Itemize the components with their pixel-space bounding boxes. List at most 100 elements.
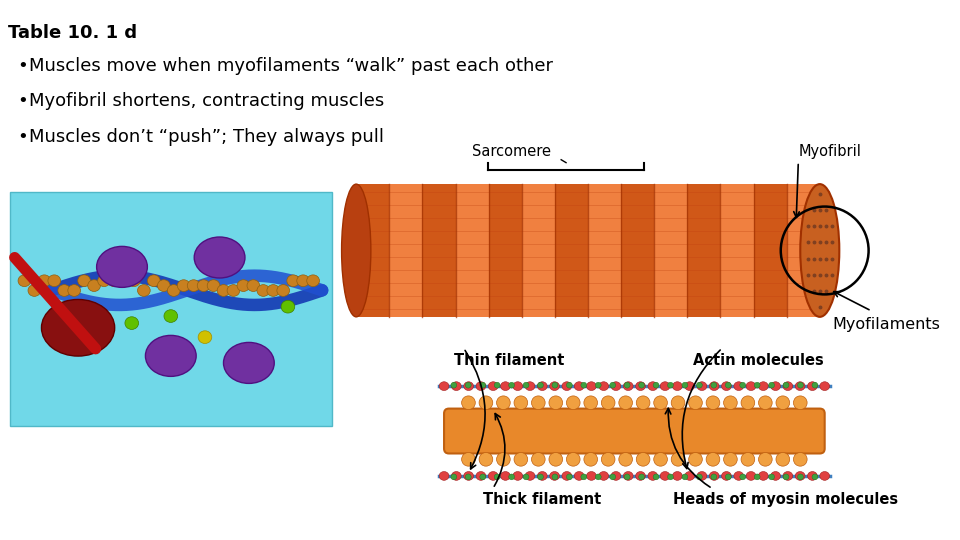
FancyBboxPatch shape bbox=[654, 184, 687, 317]
Ellipse shape bbox=[610, 382, 615, 388]
Ellipse shape bbox=[776, 396, 790, 409]
Ellipse shape bbox=[439, 382, 449, 390]
Ellipse shape bbox=[217, 285, 229, 296]
Ellipse shape bbox=[480, 382, 486, 388]
Ellipse shape bbox=[496, 453, 510, 466]
Ellipse shape bbox=[550, 471, 560, 480]
Ellipse shape bbox=[523, 382, 529, 388]
Ellipse shape bbox=[584, 396, 597, 409]
Ellipse shape bbox=[479, 396, 492, 409]
Ellipse shape bbox=[741, 453, 755, 466]
Ellipse shape bbox=[697, 382, 707, 390]
Ellipse shape bbox=[464, 471, 473, 480]
Ellipse shape bbox=[672, 382, 683, 390]
Ellipse shape bbox=[648, 382, 658, 390]
Ellipse shape bbox=[552, 382, 558, 388]
Ellipse shape bbox=[509, 474, 515, 480]
Ellipse shape bbox=[58, 285, 71, 296]
Ellipse shape bbox=[509, 382, 515, 388]
Text: Muscles move when myofilaments “walk” past each other: Muscles move when myofilaments “walk” pa… bbox=[29, 57, 553, 75]
Ellipse shape bbox=[48, 275, 60, 287]
Ellipse shape bbox=[758, 396, 772, 409]
Ellipse shape bbox=[41, 300, 114, 356]
Ellipse shape bbox=[707, 396, 720, 409]
Ellipse shape bbox=[595, 474, 601, 480]
Ellipse shape bbox=[707, 453, 720, 466]
Text: Actin molecules: Actin molecules bbox=[693, 353, 824, 368]
Ellipse shape bbox=[684, 382, 694, 390]
Ellipse shape bbox=[164, 310, 178, 322]
Ellipse shape bbox=[257, 285, 270, 296]
Ellipse shape bbox=[462, 396, 475, 409]
Text: Sarcomere: Sarcomere bbox=[472, 144, 551, 159]
Ellipse shape bbox=[525, 471, 535, 480]
Ellipse shape bbox=[125, 317, 138, 329]
Ellipse shape bbox=[636, 453, 650, 466]
Ellipse shape bbox=[523, 474, 529, 480]
Ellipse shape bbox=[237, 280, 250, 292]
Ellipse shape bbox=[167, 285, 180, 296]
Ellipse shape bbox=[97, 246, 148, 287]
Ellipse shape bbox=[439, 471, 449, 480]
Ellipse shape bbox=[726, 382, 732, 388]
FancyBboxPatch shape bbox=[720, 184, 754, 317]
Ellipse shape bbox=[538, 382, 547, 390]
Ellipse shape bbox=[771, 382, 780, 390]
Ellipse shape bbox=[587, 382, 596, 390]
Ellipse shape bbox=[574, 471, 584, 480]
Ellipse shape bbox=[198, 331, 212, 343]
Ellipse shape bbox=[108, 275, 120, 287]
Ellipse shape bbox=[776, 453, 790, 466]
FancyBboxPatch shape bbox=[588, 184, 621, 317]
Text: Myofilaments: Myofilaments bbox=[832, 317, 941, 332]
Ellipse shape bbox=[464, 382, 473, 390]
Ellipse shape bbox=[562, 382, 572, 390]
Ellipse shape bbox=[228, 285, 240, 296]
Ellipse shape bbox=[178, 280, 190, 292]
FancyBboxPatch shape bbox=[444, 409, 825, 454]
Ellipse shape bbox=[769, 474, 775, 480]
Ellipse shape bbox=[500, 471, 511, 480]
Ellipse shape bbox=[812, 382, 818, 388]
Ellipse shape bbox=[532, 453, 545, 466]
Ellipse shape bbox=[128, 275, 140, 287]
Ellipse shape bbox=[342, 184, 371, 317]
Ellipse shape bbox=[451, 471, 461, 480]
Ellipse shape bbox=[197, 280, 210, 292]
Ellipse shape bbox=[28, 285, 40, 296]
Ellipse shape bbox=[466, 382, 471, 388]
Ellipse shape bbox=[672, 471, 683, 480]
Ellipse shape bbox=[697, 471, 707, 480]
Ellipse shape bbox=[801, 184, 839, 317]
Ellipse shape bbox=[581, 474, 587, 480]
Ellipse shape bbox=[660, 471, 670, 480]
Ellipse shape bbox=[494, 382, 500, 388]
Ellipse shape bbox=[500, 382, 511, 390]
Ellipse shape bbox=[653, 382, 659, 388]
Ellipse shape bbox=[654, 453, 667, 466]
Ellipse shape bbox=[587, 471, 596, 480]
Ellipse shape bbox=[549, 396, 563, 409]
Ellipse shape bbox=[538, 474, 543, 480]
Ellipse shape bbox=[187, 280, 200, 292]
Ellipse shape bbox=[740, 474, 746, 480]
Ellipse shape bbox=[118, 275, 131, 287]
FancyBboxPatch shape bbox=[390, 184, 422, 317]
Ellipse shape bbox=[696, 382, 703, 388]
Ellipse shape bbox=[514, 396, 528, 409]
Ellipse shape bbox=[513, 382, 522, 390]
Ellipse shape bbox=[549, 453, 563, 466]
Ellipse shape bbox=[758, 453, 772, 466]
Ellipse shape bbox=[584, 453, 597, 466]
Ellipse shape bbox=[769, 382, 775, 388]
FancyBboxPatch shape bbox=[522, 184, 555, 317]
Ellipse shape bbox=[476, 382, 486, 390]
Ellipse shape bbox=[758, 382, 768, 390]
Ellipse shape bbox=[595, 382, 601, 388]
Ellipse shape bbox=[462, 453, 475, 466]
Ellipse shape bbox=[724, 453, 737, 466]
Ellipse shape bbox=[711, 474, 717, 480]
FancyBboxPatch shape bbox=[10, 192, 332, 426]
Ellipse shape bbox=[783, 382, 789, 388]
Ellipse shape bbox=[566, 474, 572, 480]
